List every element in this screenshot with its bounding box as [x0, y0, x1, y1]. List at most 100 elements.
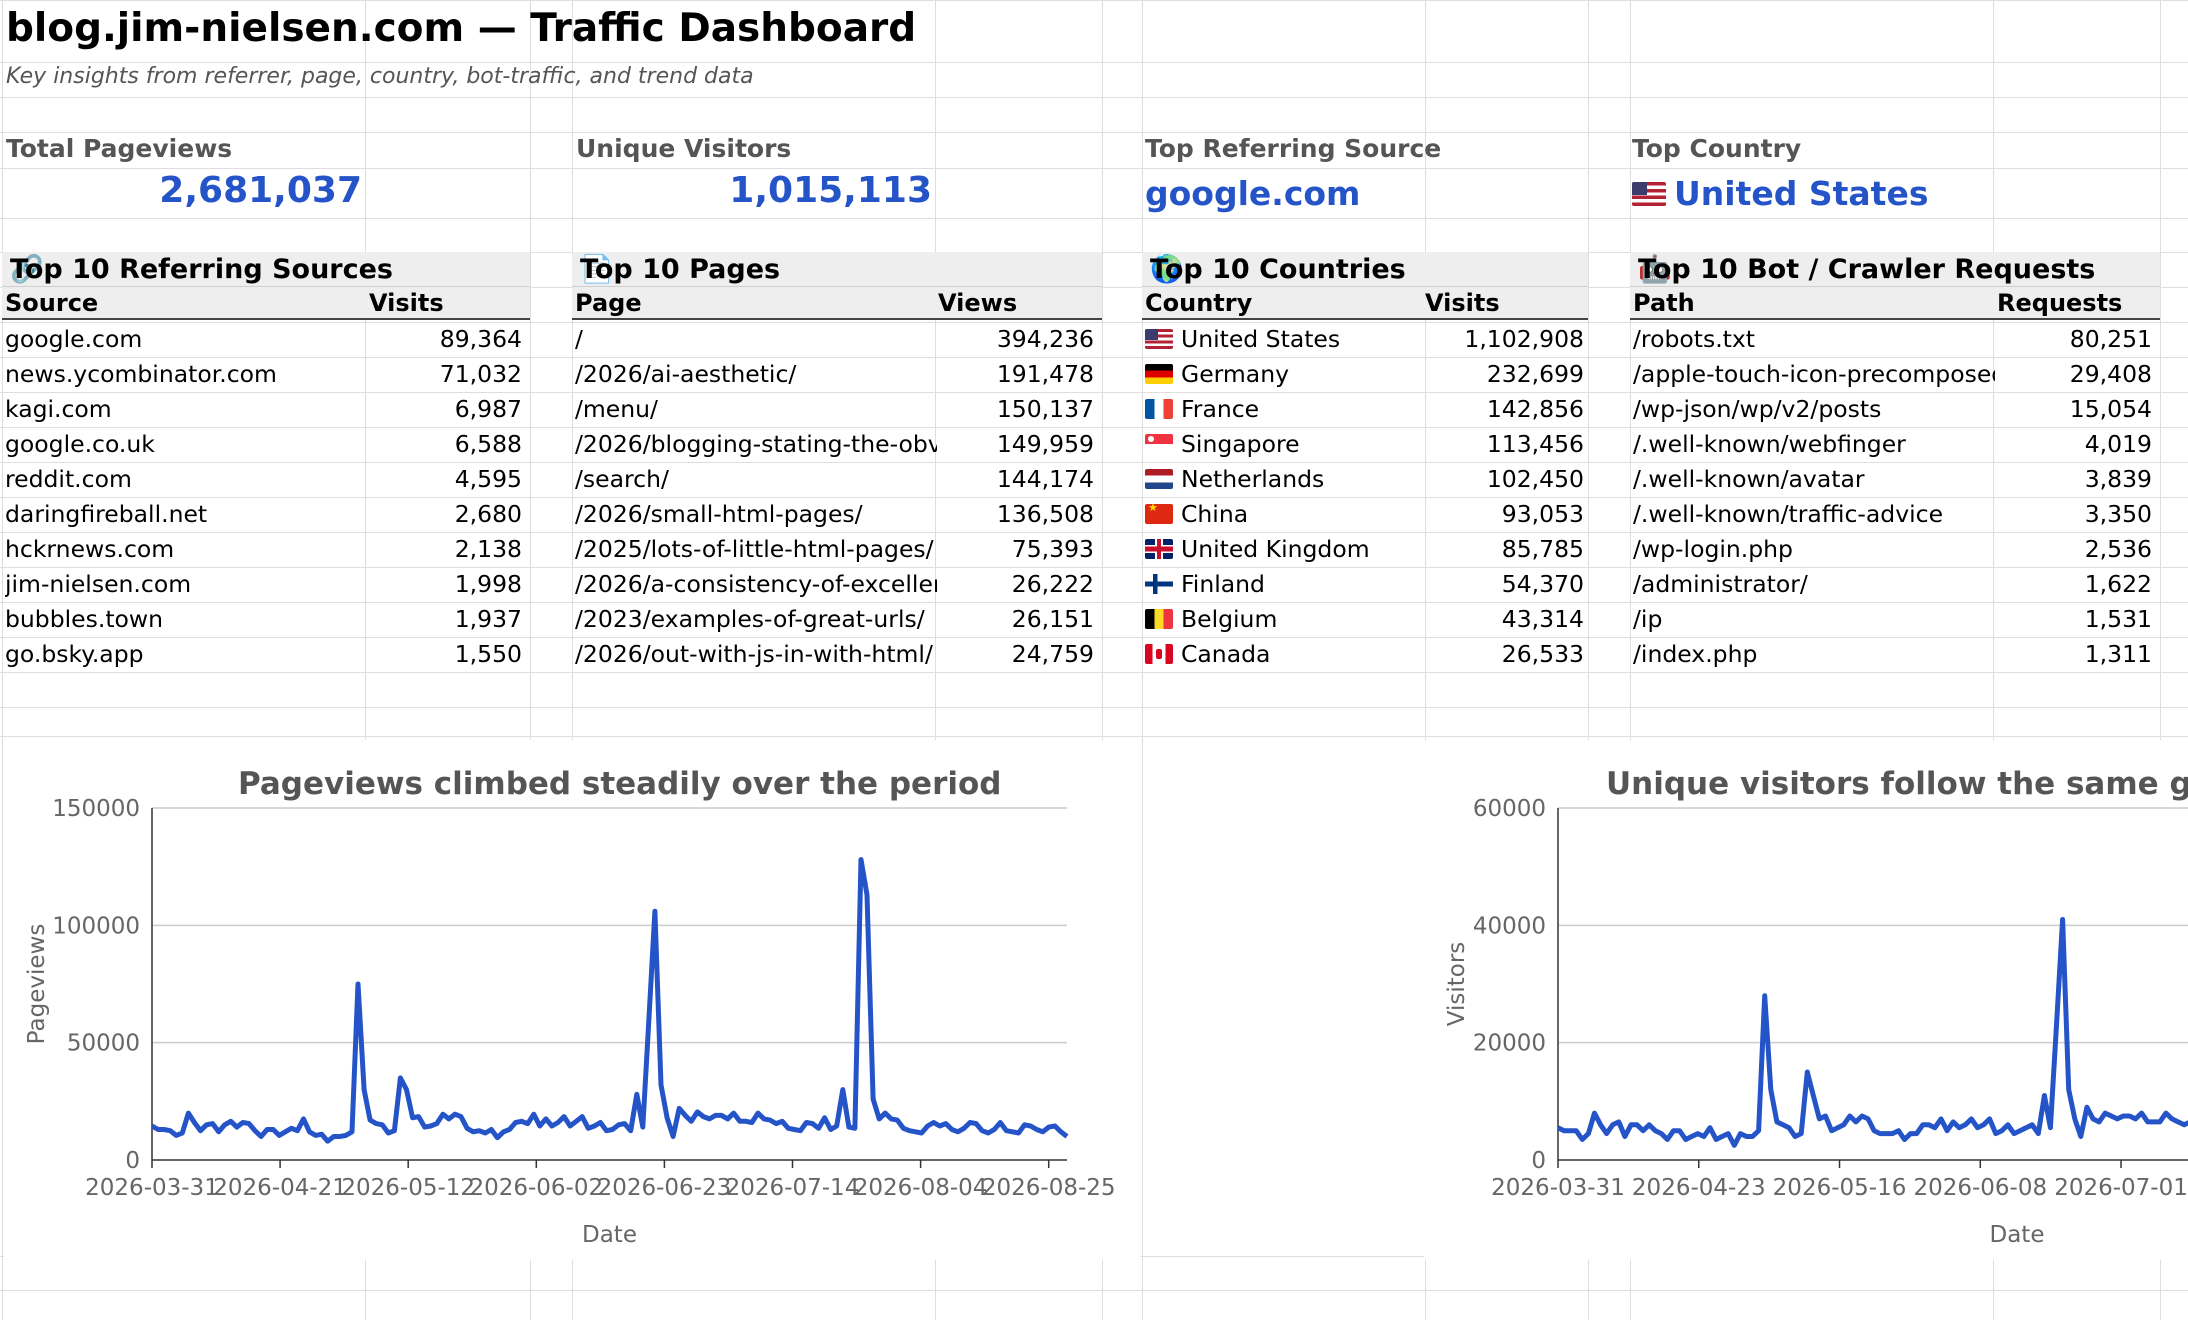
referrer-value-cell: 1,550 — [454, 640, 522, 668]
referrer-label: reddit.com — [5, 465, 132, 493]
bot-path-label-cell: /apple-touch-icon-precomposed. — [1633, 357, 1995, 392]
referrer-value-cell: 2,680 — [454, 500, 522, 528]
x-tick-label: 2026-08-25 — [982, 1175, 1116, 1201]
bot-path-label-cell: /ip — [1633, 602, 1995, 637]
col-header-country-visits: Visits — [1425, 289, 1500, 317]
us-flag-icon — [1145, 329, 1173, 349]
dashboard-subtitle: Key insights from referrer, page, countr… — [6, 64, 754, 89]
bot-path-value-cell: 3,839 — [2084, 465, 2152, 493]
bot-path-row: /wp-login.php 2,536 — [1630, 532, 2160, 567]
referrer-label: hckrnews.com — [5, 535, 175, 563]
referrer-label: jim-nielsen.com — [5, 570, 192, 598]
page-label-cell: /2023/examples-of-great-urls/ — [575, 602, 937, 637]
page-value-cell: 26,151 — [1011, 605, 1094, 633]
bot-path-label: /ip — [1633, 605, 1663, 633]
bot-path-row: /.well-known/avatar 3,839 — [1630, 462, 2160, 497]
section-header-bots: 🤖 Top 10 Bot / Crawler Requests — [1630, 252, 2160, 287]
col-header-path: Path — [1633, 289, 1695, 317]
page-icon: 📄 — [580, 254, 614, 285]
col-header-page: Page — [575, 289, 642, 317]
referrer-label: google.com — [5, 325, 143, 353]
y-tick-label: 50000 — [67, 1031, 140, 1057]
country-label: Singapore — [1181, 430, 1300, 458]
visitors-line-chart: 0 20000 40000 60000 2026-03-31 2026-04-23 2026… — [1444, 796, 2188, 1248]
y-tick-label: 60000 — [1473, 796, 1546, 822]
bot-path-row: /ip 1,531 — [1630, 602, 2160, 637]
sg-flag-icon — [1145, 434, 1173, 454]
kpi-value-total-pageviews: 2,681,037 — [159, 170, 362, 211]
bot-path-label-cell: /.well-known/traffic-advice — [1633, 497, 1995, 532]
page-label-cell: /search/ — [575, 462, 937, 497]
country-row: Netherlands 102,450 — [1142, 462, 1588, 497]
x-tick-label: 2026-07-14 — [726, 1175, 860, 1201]
page-row: /2023/examples-of-great-urls/26,151 — [572, 602, 1102, 637]
bot-path-row: /.well-known/traffic-advice 3,350 — [1630, 497, 2160, 532]
country-label: Netherlands — [1181, 465, 1325, 493]
kpi-label-total-pageviews: Total Pageviews — [6, 134, 233, 163]
page-value-cell: 136,508 — [996, 500, 1094, 528]
country-value-cell: 26,533 — [1501, 640, 1584, 668]
page-label-cell: /2026/a-consistency-of-excellenc — [575, 567, 937, 602]
country-row: ★ China 93,053 — [1142, 497, 1588, 532]
y-tick-label: 20000 — [1473, 1031, 1546, 1057]
link-icon: 🔗 — [10, 254, 44, 285]
bot-path-label: /wp-json/wp/v2/posts — [1633, 395, 1882, 423]
page-value-cell: 149,959 — [996, 430, 1094, 458]
country-value-cell: 102,450 — [1486, 465, 1584, 493]
referrer-label-cell: jim-nielsen.com — [5, 567, 365, 602]
referrer-label-cell: news.ycombinator.com — [5, 357, 365, 392]
country-label-cell: France — [1145, 392, 1425, 427]
page-label-cell: /2025/lots-of-little-html-pages/ — [575, 532, 937, 567]
referrer-value-cell: 6,588 — [454, 430, 522, 458]
x-tick-label: 2026-07-01 — [2054, 1175, 2188, 1201]
pageviews-chart-title: Pageviews climbed steadily over the peri… — [238, 766, 1002, 802]
country-row: Canada 26,533 — [1142, 637, 1588, 672]
bot-path-value-cell: 15,054 — [2069, 395, 2152, 423]
referrer-row: daringfireball.net 2,680 — [2, 497, 530, 532]
fi-flag-icon — [1145, 574, 1173, 594]
de-flag-icon — [1145, 364, 1173, 384]
y-tick-label: 0 — [1531, 1148, 1546, 1174]
country-label-cell: ★ China — [1145, 497, 1425, 532]
referrer-row: google.com 89,364 — [2, 322, 530, 357]
col-header-views: Views — [938, 289, 1018, 317]
referrer-row: hckrnews.com 2,138 — [2, 532, 530, 567]
referrer-label-cell: google.com — [5, 322, 365, 357]
country-value-cell: 232,699 — [1486, 360, 1584, 388]
page-value-cell: 26,222 — [1011, 570, 1094, 598]
col-header-requests: Requests — [1997, 289, 2123, 317]
country-label: Germany — [1181, 360, 1290, 388]
referrer-row: reddit.com 4,595 — [2, 462, 530, 497]
bot-path-value-cell: 80,251 — [2069, 325, 2152, 353]
referrer-label: daringfireball.net — [5, 500, 208, 528]
country-label: United States — [1181, 325, 1341, 353]
bot-path-row: /wp-json/wp/v2/posts 15,054 — [1630, 392, 2160, 427]
bot-path-value-cell: 2,536 — [2084, 535, 2152, 563]
bot-path-value-cell: 1,531 — [2084, 605, 2152, 633]
series-line — [150, 857, 1069, 1144]
page-row: /menu/150,137 — [572, 392, 1102, 427]
gb-flag-icon — [1145, 539, 1173, 559]
page-row: /2026/out-with-js-in-with-html/24,759 — [572, 637, 1102, 672]
x-tick-label: 2026-06-02 — [469, 1175, 603, 1201]
referrer-label-cell: go.bsky.app — [5, 637, 365, 672]
x-tick-label: 2026-04-23 — [1632, 1175, 1766, 1201]
visitors-chart-title: Unique visitors follow the same growt — [1606, 766, 2188, 802]
country-value-cell: 54,370 — [1501, 570, 1584, 598]
section-title-referrers: Top 10 Referring Sources — [10, 254, 393, 285]
country-label: China — [1181, 500, 1249, 528]
fr-flag-icon — [1145, 399, 1173, 419]
page-label: /menu/ — [575, 395, 658, 423]
column-headers-referrers: Source Visits — [2, 287, 530, 320]
referrer-label-cell: reddit.com — [5, 462, 365, 497]
page-label: /2026/out-with-js-in-with-html/ — [575, 640, 933, 668]
referrer-label: google.co.uk — [5, 430, 155, 458]
country-label: Finland — [1181, 570, 1265, 598]
page-row: / 394,236 — [572, 322, 1102, 357]
referrer-row: kagi.com 6,987 — [2, 392, 530, 427]
country-value-cell: 113,456 — [1486, 430, 1584, 458]
page-value-cell: 24,759 — [1011, 640, 1094, 668]
referrer-label-cell: bubbles.town — [5, 602, 365, 637]
x-tick-label: 2026-08-04 — [854, 1175, 988, 1201]
referrer-label-cell: kagi.com — [5, 392, 365, 427]
